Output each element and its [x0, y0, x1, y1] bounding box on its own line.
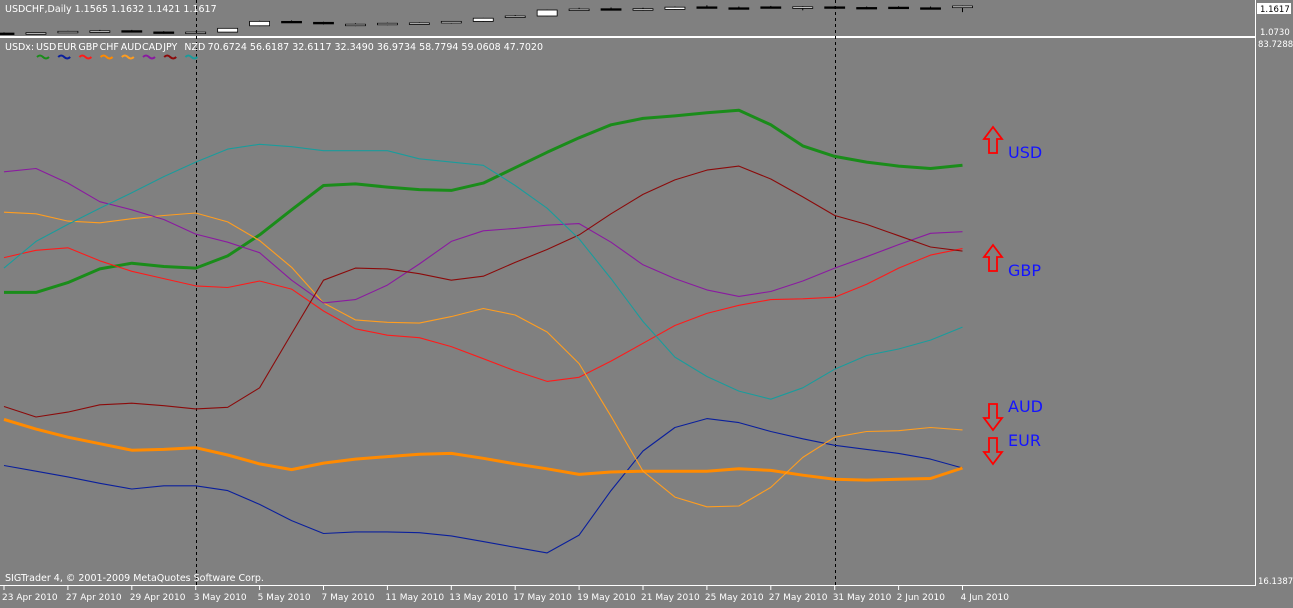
x-tick-label-0: 23 Apr 2010	[2, 593, 58, 603]
down-arrow-icon	[982, 437, 1004, 466]
price-candles	[0, 5, 973, 35]
series-line-usd	[4, 108, 963, 294]
legend-code-jpy: JPY	[162, 42, 177, 53]
x-tick-label-14: 2 Jun 2010	[897, 593, 946, 603]
candle-body-11	[345, 23, 366, 27]
candle-body-10	[313, 21, 334, 25]
legend-code-cad: CAD	[142, 42, 162, 53]
series-line-cad	[3, 167, 963, 304]
price-high-label: 1.1617	[1260, 5, 1290, 15]
legend-code-chf: CHF	[100, 42, 119, 53]
legend-swatch-gbp	[78, 54, 93, 60]
legend-code-aud: AUD	[121, 42, 142, 53]
x-tick-label-5: 7 May 2010	[322, 593, 375, 603]
indicator-header-values: 70.6724 56.6187 32.6117 32.3490 36.9734 …	[208, 42, 543, 53]
x-tick-label-7: 13 May 2010	[449, 593, 508, 603]
x-tick-label-1: 27 Apr 2010	[66, 593, 122, 603]
period-separators	[196, 0, 836, 586]
down-arrow-icon	[982, 403, 1004, 432]
series-line-aud	[3, 211, 963, 508]
legend-code-nzd: NZD	[184, 42, 205, 53]
x-tick-label-3: 3 May 2010	[194, 593, 247, 603]
candle-body-15	[472, 17, 494, 22]
arrow-label-eur: EUR	[1008, 431, 1041, 450]
legend-swatch-chf	[99, 54, 114, 60]
x-tick-label-11: 25 May 2010	[705, 593, 764, 603]
candle-body-17	[536, 9, 558, 17]
candle-body-30	[952, 5, 973, 9]
x-tick-label-2: 29 Apr 2010	[130, 593, 186, 603]
legend-swatch-cad	[142, 54, 156, 60]
arrow-label-usd: USD	[1008, 143, 1042, 162]
candle-body-27	[856, 7, 878, 10]
legend-code-gbp: GBP	[78, 42, 98, 53]
indicator-header-prefix: USDx:	[5, 42, 34, 53]
price-panel	[0, 0, 1293, 38]
indicator-legend: USD EUR GBP CHF AUD CAD JPY NZD	[36, 42, 205, 60]
copyright-footer: SIGTrader 4, © 2001-2009 MetaQuotes Soft…	[5, 573, 264, 584]
legend-swatch-aud	[121, 54, 135, 60]
candle-body-3	[89, 30, 111, 33]
candle-body-23	[728, 7, 750, 10]
up-arrow-icon	[982, 243, 1004, 272]
series-line-gbp	[3, 247, 963, 382]
series-line-eur	[3, 418, 963, 554]
candle-body-16	[504, 15, 526, 18]
x-tick-label-10: 21 May 2010	[641, 593, 700, 603]
legend-swatch-usd	[36, 54, 50, 60]
candle-body-18	[568, 8, 590, 11]
candle-body-19	[600, 8, 622, 11]
series-line-jpy	[3, 165, 963, 418]
candle-body-6	[185, 31, 207, 35]
candle-body-21	[664, 6, 686, 10]
arrow-label-aud: AUD	[1008, 397, 1043, 416]
candle-body-24	[760, 6, 782, 9]
candle-body-25	[792, 6, 814, 9]
legend-code-usd: USD	[36, 42, 56, 53]
candle-body-0	[0, 32, 15, 35]
axis-min-label: 16.1387	[1258, 577, 1293, 587]
candle-body-12	[376, 22, 398, 26]
x-tick-label-13: 31 May 2010	[833, 593, 892, 603]
legend-code-eur: EUR	[57, 42, 77, 53]
price-low-label: 1.0730	[1260, 28, 1290, 38]
arrow-label-gbp: GBP	[1008, 261, 1041, 280]
candle-body-26	[824, 6, 846, 9]
currency-series	[3, 108, 963, 554]
x-tick-label-4: 5 May 2010	[258, 593, 311, 603]
price-high-badge	[1257, 3, 1291, 14]
x-axis: 23 Apr 2010 27 Apr 2010 29 Apr 2010 3 May 2…	[2, 585, 1009, 603]
candle-body-4	[121, 30, 143, 33]
series-line-chf	[3, 417, 963, 482]
price-panel-label: USDCHF,Daily 1.1565 1.1632 1.1421 1.1617	[5, 4, 217, 15]
series-line-nzd	[3, 143, 963, 400]
x-tick-label-8: 17 May 2010	[513, 593, 572, 603]
axis-max-label: 83.7288	[1258, 40, 1293, 50]
candle-body-7	[217, 27, 239, 33]
x-tick-label-15: 4 Jun 2010	[961, 593, 1010, 603]
candle-body-9	[281, 20, 302, 24]
candle-body-29	[920, 7, 941, 10]
signal-arrows: USD GBP AUD EUR	[982, 125, 1043, 466]
up-arrow-icon	[982, 125, 1004, 154]
x-tick-label-6: 11 May 2010	[385, 593, 444, 603]
candle-body-1	[25, 32, 47, 35]
candle-body-20	[632, 8, 654, 11]
candle-body-13	[408, 22, 430, 25]
candle-body-5	[153, 31, 175, 34]
candle-body-2	[57, 30, 79, 34]
candle-body-22	[696, 6, 718, 9]
legend-swatch-jpy	[163, 54, 177, 60]
x-tick-label-9: 19 May 2010	[577, 593, 636, 603]
x-tick-label-12: 27 May 2010	[769, 593, 828, 603]
candle-body-8	[249, 20, 271, 27]
legend-swatch-nzd	[184, 54, 199, 60]
candle-body-28	[888, 6, 909, 10]
legend-swatch-eur	[57, 54, 71, 60]
candle-body-14	[440, 20, 462, 24]
